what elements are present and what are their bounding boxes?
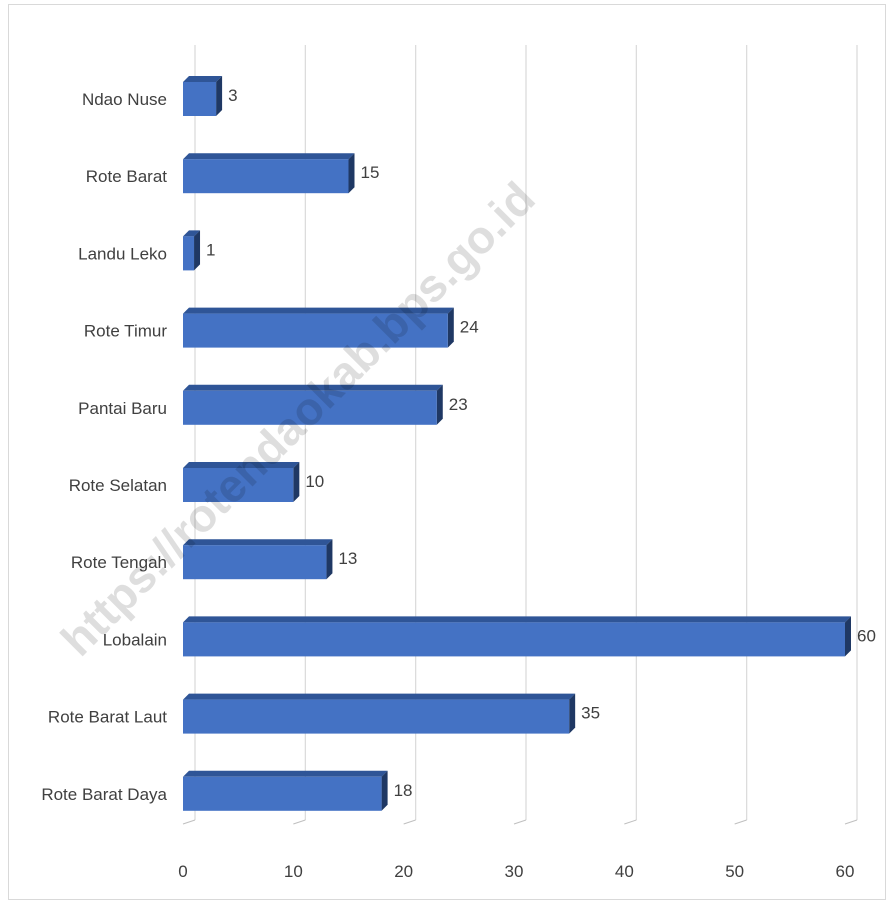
bar-side-face: [194, 230, 201, 271]
grid-foot-10: [293, 819, 306, 825]
data-label: 23: [449, 395, 468, 414]
data-label: 3: [228, 86, 237, 105]
bar-top-face: [183, 76, 223, 82]
data-label: 1: [206, 240, 215, 259]
bar-side-face: [216, 76, 223, 116]
bar: [183, 545, 327, 580]
x-tick-labels: 0 10 20 30 40 50 60: [178, 862, 854, 881]
x-tick-label: 0: [178, 862, 187, 881]
bar: [183, 622, 845, 657]
bar-side-face: [348, 153, 355, 194]
bar-top-face: [183, 770, 388, 777]
bar: [183, 236, 195, 271]
bar-side-face: [447, 307, 454, 348]
data-label: 15: [361, 163, 380, 182]
data-label: 18: [394, 781, 413, 800]
grid-foot-60: [844, 819, 858, 825]
bar-top-face: [183, 230, 201, 237]
bar-side-face: [569, 693, 576, 734]
bar-top-face: [183, 462, 300, 468]
x-tick-label: 10: [284, 862, 303, 881]
grid-foot-40: [624, 819, 637, 825]
x-tick-label: 50: [725, 862, 744, 881]
data-labels: 3 15 1 24 23 10 13 60 35 18: [206, 86, 876, 800]
bar: [183, 390, 437, 425]
category-label: Rote Tengah: [71, 553, 167, 572]
bars: [183, 76, 851, 811]
grid-foot-0: [182, 819, 196, 825]
category-label: Rote Barat Laut: [48, 708, 167, 727]
bar-top-face: [183, 616, 851, 623]
grid-foot-20: [403, 819, 416, 825]
data-label: 13: [338, 549, 357, 568]
data-label: 35: [581, 704, 600, 723]
bar-side-face: [326, 539, 333, 580]
bar: [183, 468, 294, 502]
bar-top-face: [183, 539, 333, 546]
bar: [183, 159, 349, 194]
grid-foot-30: [513, 819, 527, 825]
data-label: 24: [460, 318, 479, 337]
category-label: Rote Timur: [84, 322, 167, 341]
category-label: Pantai Baru: [78, 399, 167, 418]
category-label: Landu Leko: [78, 244, 167, 263]
category-label: Rote Barat: [86, 167, 168, 186]
bar-top-face: [183, 307, 454, 314]
x-tick-label: 30: [505, 862, 524, 881]
bar-top-face: [183, 384, 443, 391]
bar: [183, 699, 570, 734]
bar-side-face: [845, 616, 851, 657]
category-label: Rote Selatan: [69, 476, 167, 495]
grid-foot-50: [734, 819, 747, 825]
bar-chart: Ndao Nuse Rote Barat Landu Leko Rote Timur P…: [41, 45, 876, 881]
x-tick-label: 60: [836, 862, 855, 881]
data-label: 60: [857, 626, 876, 645]
x-tick-label: 40: [615, 862, 634, 881]
x-tick-label: 20: [394, 862, 413, 881]
bar-top-face: [183, 693, 576, 700]
bar: [183, 82, 217, 116]
category-label: Rote Barat Daya: [41, 785, 167, 804]
chart-frame: Ndao Nuse Rote Barat Landu Leko Rote Timur P…: [8, 4, 886, 900]
bar-top-face: [183, 153, 355, 160]
bar-side-face: [293, 462, 300, 502]
bar: [183, 776, 382, 811]
bar: [183, 313, 448, 348]
category-label: Lobalain: [103, 630, 167, 649]
category-label: Ndao Nuse: [82, 90, 167, 109]
category-labels: Ndao Nuse Rote Barat Landu Leko Rote Timur P…: [41, 90, 167, 804]
bar-side-face: [381, 770, 388, 811]
data-label: 10: [305, 472, 324, 491]
bar-side-face: [436, 384, 443, 425]
